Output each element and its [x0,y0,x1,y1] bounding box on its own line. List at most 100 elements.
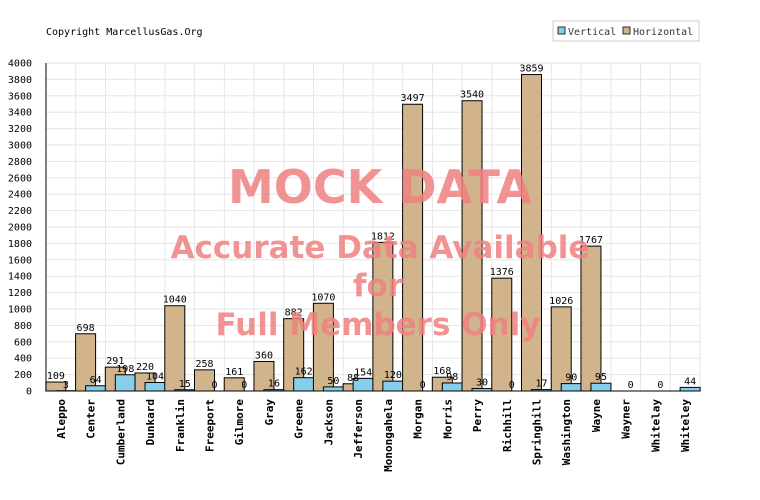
data-label-vertical: 16 [268,379,280,390]
data-label-horizontal: 1070 [311,292,335,303]
x-category-label: Freeport [204,399,217,452]
y-tick-label: 1400 [8,272,32,283]
data-label-horizontal: 88 [347,373,359,384]
data-label-horizontal: 3497 [401,93,425,104]
legend-swatch-horizontal [622,26,631,35]
x-category-label: Franklin [174,399,187,452]
data-label-vertical: 98 [446,372,458,383]
y-tick-label: 1800 [8,239,32,250]
data-label-vertical: 154 [354,367,372,378]
data-label-vertical: 64 [90,375,102,386]
x-category-label: Whitelay [649,399,662,452]
data-label-horizontal: 109 [47,371,65,382]
y-tick-label: 800 [14,321,32,332]
x-category-label: Center [85,399,98,439]
y-tick-label: 1600 [8,255,32,266]
bar-horizontal [580,245,602,392]
y-tick-label: 2600 [8,173,32,184]
y-tick-label: 3400 [8,108,32,119]
watermark-line-4: Full Members Only [216,307,541,343]
data-label-horizontal: 882 [285,308,303,319]
x-category-label: Washington [560,399,573,465]
watermark-line-2: Accurate Data Available [171,230,590,266]
data-label-horizontal: 3540 [460,90,484,101]
x-category-label: Whiteley [679,399,692,452]
x-category-label: Morgan [412,399,425,439]
bars [45,74,701,392]
data-label-vertical: 120 [384,370,402,381]
bar-vertical [322,386,344,392]
bar-vertical [560,383,582,392]
x-category-label: Aleppo [55,399,68,439]
data-label-vertical: 30 [476,378,488,389]
x-category-label: Morris [441,399,454,439]
data-label-horizontal: 168 [433,366,451,377]
data-label-vertical: 0 [241,380,247,391]
data-label-vertical: 104 [146,371,164,382]
y-tick-label: 2000 [8,223,32,234]
data-label-horizontal: 3859 [519,64,543,75]
y-tick-label: 1000 [8,305,32,316]
data-label-vertical: 15 [179,379,191,390]
bar-vertical [293,377,315,392]
x-category-label: Cumberland [114,399,127,465]
x-category-label: Richhill [501,399,514,452]
watermark-line-3: for [353,268,404,304]
bar-vertical [85,385,107,392]
x-category-label: Wayner [620,399,633,439]
legend-swatch-vertical [557,26,566,35]
data-label-horizontal: 360 [255,350,273,361]
y-tick-label: 4000 [8,59,32,70]
data-label-vertical: 0 [509,380,515,391]
data-label-vertical: 0 [420,380,426,391]
x-category-label: Jackson [322,399,335,445]
data-label-vertical: 0 [657,380,663,391]
x-category-label: Jefferson [352,399,365,459]
x-category-label: Monongahela [382,399,395,472]
bar-vertical [144,381,166,392]
legend-label-vertical: Vertical [568,27,616,38]
x-category-label: Wayne [590,399,603,432]
y-tick-label: 3800 [8,75,32,86]
data-label-vertical: 95 [595,372,607,383]
y-tick-label: 200 [14,370,32,381]
data-label-horizontal: 1812 [371,231,395,242]
data-label-vertical: 0 [628,380,634,391]
bar-vertical [679,386,701,392]
watermark: MOCK DATA Accurate Data Available for Fu… [171,160,590,343]
copyright-text: Copyright MarcellusGas.Org [46,27,203,38]
y-tick-label: 3000 [8,141,32,152]
y-axis-ticks: 0 200 400 600 800 1000 1200 1400 1600 1800 2000 220… [8,59,32,398]
bar-vertical [590,382,612,392]
data-label-horizontal: 698 [77,323,95,334]
x-category-label: Springhill [531,399,544,465]
x-category-label: Gilmore [233,399,246,446]
legend-label-horizontal: Horizontal [633,27,693,38]
data-label-vertical: 198 [116,364,134,375]
data-label-vertical: 44 [684,376,696,387]
y-tick-label: 400 [14,354,32,365]
bar-vertical [114,374,136,392]
data-label-horizontal: 258 [195,359,213,370]
data-label-horizontal: 1026 [549,296,573,307]
x-axis-categories: Aleppo Center Cumberland Dunkard Franklin Fre… [55,399,692,472]
y-tick-label: 2200 [8,206,32,217]
data-label-horizontal: 1767 [579,235,603,246]
data-label-horizontal: 1040 [163,295,187,306]
y-tick-label: 3600 [8,91,32,102]
x-category-label: Gray [263,399,276,426]
x-category-label: Perry [471,399,484,432]
y-tick-label: 0 [26,387,32,398]
watermark-line-1: MOCK DATA [228,160,532,214]
y-tick-label: 2800 [8,157,32,168]
data-label-horizontal: 291 [106,356,124,367]
y-tick-label: 2400 [8,190,32,201]
legend: Vertical Horizontal [552,20,700,42]
data-label-vertical: 3 [63,380,69,391]
bar-vertical [382,380,404,392]
data-label-vertical: 50 [327,376,339,387]
x-category-label: Greene [293,399,306,439]
data-label-vertical: 162 [295,367,313,378]
